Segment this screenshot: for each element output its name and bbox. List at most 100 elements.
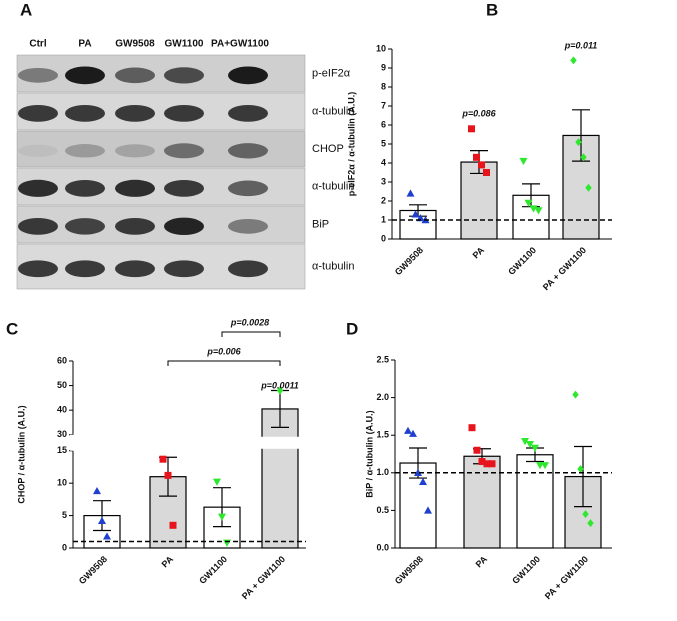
y-tick-label: 60: [57, 355, 67, 365]
p-value-annotation: p=0.006: [206, 346, 241, 356]
blot-lane-label: GW1100: [165, 39, 204, 50]
blot-row-label: p-eIF2α: [312, 67, 351, 79]
blot-band: [18, 179, 58, 197]
data-point: [577, 465, 584, 474]
y-axis-label: BiP / α-tubulin (A.U.): [364, 410, 374, 497]
data-point: [575, 138, 582, 147]
blot-band: [164, 179, 204, 197]
p-value-annotation: p=0.011: [564, 40, 598, 50]
blot-band: [115, 217, 155, 235]
data-point: [103, 532, 111, 540]
data-point: [169, 521, 177, 529]
blot-band: [228, 66, 268, 85]
data-point: [98, 516, 106, 524]
y-tick-label: 2: [381, 195, 386, 205]
data-point: [419, 477, 427, 486]
y-tick-label: 0: [381, 233, 386, 243]
y-tick-label: 3: [381, 176, 386, 186]
blot-band: [164, 217, 204, 236]
panel-label: A: [20, 0, 32, 19]
data-point: [524, 199, 533, 207]
blot-band: [164, 67, 204, 84]
data-point: [541, 462, 549, 470]
y-tick-label: 1.0: [376, 467, 389, 477]
data-point: [414, 468, 422, 476]
data-point: [473, 153, 480, 161]
significance-bracket: [167, 360, 281, 366]
blot-band: [115, 104, 155, 122]
data-point: [276, 386, 284, 395]
data-point: [213, 478, 221, 486]
blot-band: [228, 180, 268, 197]
p-value-annotation: p=0.086: [461, 108, 496, 118]
blot-row-label: α-tubulin: [312, 260, 354, 272]
y-tick-label: 8: [381, 81, 386, 91]
data-point: [473, 446, 481, 454]
y-tick-label: 5: [62, 510, 67, 520]
p-value-annotation: p=0.0011: [260, 380, 299, 390]
y-tick-label: 10: [57, 478, 67, 488]
blot-band: [228, 219, 268, 234]
blot-band: [65, 144, 105, 158]
data-point: [531, 444, 539, 452]
y-tick-label: 0: [62, 542, 67, 552]
y-tick-label: 2.0: [376, 392, 389, 402]
blot-band: [18, 144, 58, 157]
blot-row-label: α-tubulin: [312, 105, 354, 117]
blot-band: [65, 260, 105, 278]
data-point: [536, 462, 544, 470]
y-tick-label: 4: [381, 157, 386, 167]
blot-lane-label: PA: [78, 39, 91, 50]
error-bar: [574, 445, 592, 508]
blot-lane-label: PA+GW1100: [211, 39, 269, 50]
data-point: [93, 486, 101, 495]
y-tick-label: 9: [381, 62, 386, 72]
data-point: [521, 438, 529, 446]
data-point: [411, 210, 420, 218]
y-tick-label: 0.5: [376, 505, 389, 515]
y-tick-label: 30: [57, 429, 67, 439]
blot-band: [18, 260, 58, 278]
axis-break-gap: [261, 436, 299, 449]
y-tick-label: 6: [381, 119, 386, 129]
blot-band: [115, 260, 155, 278]
blot-band: [115, 179, 155, 197]
blot-band: [115, 144, 155, 158]
bar: [463, 455, 501, 549]
data-point: [409, 429, 417, 437]
data-point: [529, 205, 538, 213]
y-tick-label: 50: [57, 380, 67, 390]
data-point: [404, 426, 412, 434]
bar: [460, 161, 498, 240]
blot-band: [65, 66, 105, 85]
blot-strip: [16, 205, 306, 244]
blot-band: [65, 179, 105, 197]
blot-band: [228, 104, 268, 122]
data-point: [218, 513, 226, 521]
blot-row-label: α-tubulin: [312, 180, 354, 192]
blot-row-label: CHOP: [312, 143, 344, 155]
blot-band: [115, 67, 155, 84]
data-point: [478, 161, 485, 169]
blot-band: [18, 104, 58, 122]
y-tick-label: 1.5: [376, 430, 389, 440]
y-tick-label: 15: [57, 445, 67, 455]
y-tick-label: 7: [381, 100, 386, 110]
data-point: [572, 390, 579, 399]
error-bar: [572, 109, 590, 162]
data-point: [406, 189, 415, 197]
blot-band: [164, 260, 204, 278]
significance-bracket: [221, 331, 281, 337]
blot-lane-label: Ctrl: [29, 39, 46, 50]
y-tick-label: 10: [376, 43, 386, 53]
data-point: [483, 169, 490, 176]
blot-lane-label: GW9508: [115, 39, 155, 50]
data-point: [468, 125, 475, 133]
y-tick-label: 2.5: [376, 354, 389, 364]
y-axis-label: CHOP / α-tubulin (A.U.): [16, 405, 26, 503]
data-point: [582, 510, 589, 519]
data-point: [585, 183, 592, 192]
data-point: [526, 441, 534, 449]
blot-band: [18, 217, 58, 235]
panel-label: D: [346, 319, 358, 338]
